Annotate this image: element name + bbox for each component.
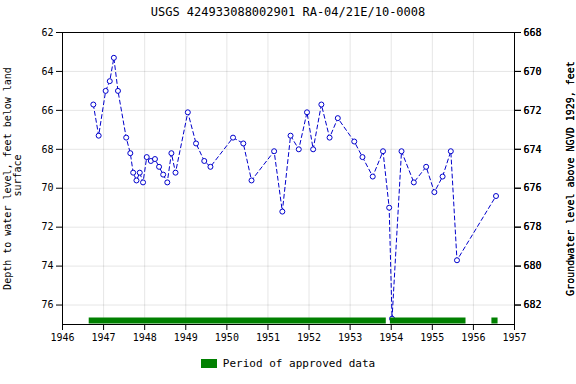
html-text:USGS 424933088002901 RA-04/21E: USGS 424933088002901 RA-04/21E/10-0008 [150,5,426,19]
svg-text:680: 680 [524,260,542,271]
svg-text:682: 682 [524,299,542,310]
svg-text:674: 674 [524,144,542,155]
svg-text:1954: 1954 [379,332,403,343]
svg-text:1948: 1948 [133,332,157,343]
svg-text:668: 668 [524,27,542,38]
svg-text:668: 668 [524,27,542,38]
svg-text:1950: 1950 [215,332,239,343]
svg-text:66: 66 [41,105,53,116]
svg-text:Groundwater level above NGVD 1: Groundwater level above NGVD 1929, feet [565,61,576,296]
svg-text:674: 674 [524,144,542,155]
svg-text:1957: 1957 [502,332,526,343]
svg-text:Depth to water level, feet bel: Depth to water level, feet below land su… [2,67,23,290]
svg-text:70: 70 [41,182,53,193]
svg-text:64: 64 [41,66,53,77]
svg-text:672: 672 [524,105,542,116]
svg-text:678: 678 [524,221,542,232]
svg-text:1952: 1952 [297,332,321,343]
svg-text:670: 670 [524,66,542,77]
svg-text:1947: 1947 [92,332,116,343]
svg-text:Groundwater level above NGVD 1: Groundwater level above NGVD 1929, feet [565,61,576,296]
svg-text:68: 68 [41,144,53,155]
svg-text:680: 680 [524,260,542,271]
svg-text:74: 74 [41,260,53,271]
html-text:Period of approved data: Period of approved data [222,356,376,370]
svg-text:670: 670 [524,66,542,77]
svg-text:1953: 1953 [338,332,362,343]
svg-text:1949: 1949 [174,332,198,343]
svg-text:1956: 1956 [461,332,485,343]
svg-text:1946: 1946 [50,332,74,343]
svg-text:72: 72 [41,221,53,232]
svg-text:672: 672 [524,105,542,116]
svg-text:682: 682 [524,299,542,310]
svg-text:62: 62 [41,27,53,38]
svg-text:1955: 1955 [420,332,444,343]
svg-text:676: 676 [524,182,542,193]
svg-text:678: 678 [524,221,542,232]
svg-text:76: 76 [41,299,53,310]
svg-text:1951: 1951 [256,332,280,343]
svg-text:676: 676 [524,182,542,193]
